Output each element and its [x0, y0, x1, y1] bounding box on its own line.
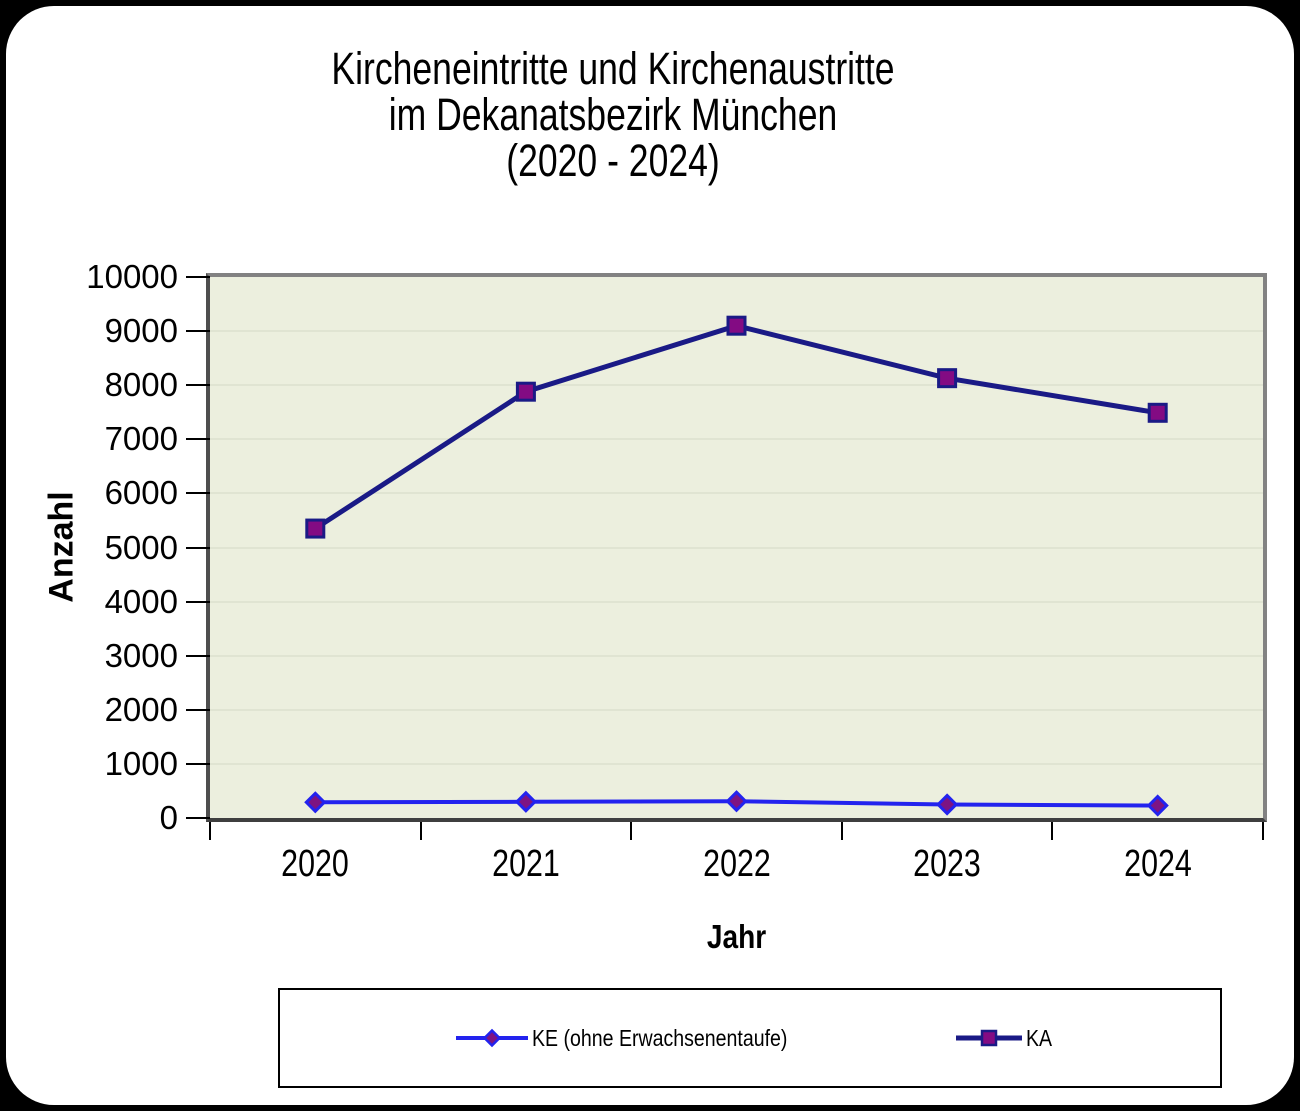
- x-axis-tick-label: 2022: [702, 843, 771, 885]
- y-axis-tick: [186, 330, 210, 333]
- y-gridline: [210, 438, 1263, 441]
- y-axis-tick-label: 6000: [104, 474, 178, 512]
- y-gridline: [210, 600, 1263, 603]
- x-axis-title: Jahr: [706, 918, 767, 955]
- y-gridline: [210, 762, 1263, 765]
- legend-sample-ke: [456, 1028, 528, 1048]
- diamond-marker: [482, 1028, 502, 1048]
- chart-title-line-3: (2020 - 2024): [506, 135, 720, 186]
- legend: KE (ohne Erwachsenentaufe) KA: [278, 988, 1222, 1088]
- y-axis-tick-label: 1000: [104, 744, 178, 782]
- legend-sample-ka: [956, 1029, 1022, 1047]
- y-axis-tick-label: 3000: [104, 636, 178, 674]
- x-axis-tick-label: 2021: [492, 843, 560, 885]
- chart-title-line-2: im Dekanatsbezirk München: [388, 89, 838, 140]
- y-axis-tick: [186, 708, 210, 711]
- square-marker: [726, 315, 747, 336]
- x-axis-tick-label: 2024: [1123, 843, 1192, 885]
- x-axis-tick: [630, 822, 633, 840]
- square-marker: [937, 368, 958, 389]
- y-gridline: [210, 654, 1263, 657]
- diamond-marker: [725, 790, 748, 813]
- series-plot: [304, 315, 1169, 817]
- diamond-marker: [935, 793, 959, 816]
- legend-entry-ka: KA: [956, 990, 1057, 1086]
- series-line-ka: [313, 323, 1159, 531]
- y-axis-tick: [186, 276, 210, 278]
- y-axis-tick-label: 9000: [104, 312, 178, 350]
- y-axis-tick-label: 0: [159, 799, 178, 836]
- square-marker: [515, 381, 536, 402]
- y-axis-tick-label: 2000: [104, 690, 178, 728]
- y-gridline: [210, 384, 1263, 387]
- legend-label-ke: KE (ohne Erwachsenentaufe): [532, 1024, 788, 1051]
- y-axis-tick-label: 5000: [104, 528, 178, 566]
- y-gridline: [210, 546, 1263, 549]
- x-axis-tick: [1051, 822, 1054, 840]
- y-axis-tick-label: 7000: [104, 420, 178, 458]
- square-marker: [980, 1029, 998, 1047]
- legend-label-ka: KA: [1026, 1024, 1053, 1051]
- ka-line-marker-icon: [956, 1025, 1022, 1051]
- y-axis-tick: [186, 546, 210, 549]
- x-axis-tick: [419, 822, 422, 840]
- diamond-marker: [304, 791, 327, 814]
- x-axis-tick-label: 2020: [281, 843, 350, 885]
- x-axis-tick: [840, 822, 843, 840]
- y-axis-tick-label: 4000: [104, 582, 178, 620]
- chart-title-line-1: Kircheneintritte und Kirchenaustritte: [331, 43, 895, 94]
- square-marker: [305, 518, 326, 539]
- y-axis-tick: [186, 384, 210, 387]
- y-axis-tick-label: 10000: [86, 258, 178, 295]
- y-axis-tick: [186, 492, 210, 495]
- y-axis-tick: [186, 817, 210, 819]
- x-axis-tick: [209, 822, 211, 840]
- chart-title: Kircheneintritte und Kirchenaustritte im…: [129, 46, 1098, 184]
- y-axis-tick: [186, 762, 210, 765]
- y-gridline: [210, 708, 1263, 711]
- y-gridline: [210, 492, 1263, 495]
- diamond-marker: [1146, 794, 1169, 817]
- y-axis-tick: [186, 438, 210, 441]
- square-marker: [1147, 402, 1168, 423]
- x-axis-tick: [1262, 822, 1264, 840]
- y-axis-tick: [186, 600, 210, 603]
- x-axis-tick-label: 2023: [913, 843, 981, 885]
- y-axis-tick-label: 8000: [104, 366, 178, 404]
- legend-entry-ke: KE (ohne Erwachsenentaufe): [456, 990, 832, 1086]
- y-axis-tick: [186, 654, 210, 657]
- ke-line-marker-icon: [456, 1025, 528, 1051]
- diamond-marker: [514, 790, 538, 813]
